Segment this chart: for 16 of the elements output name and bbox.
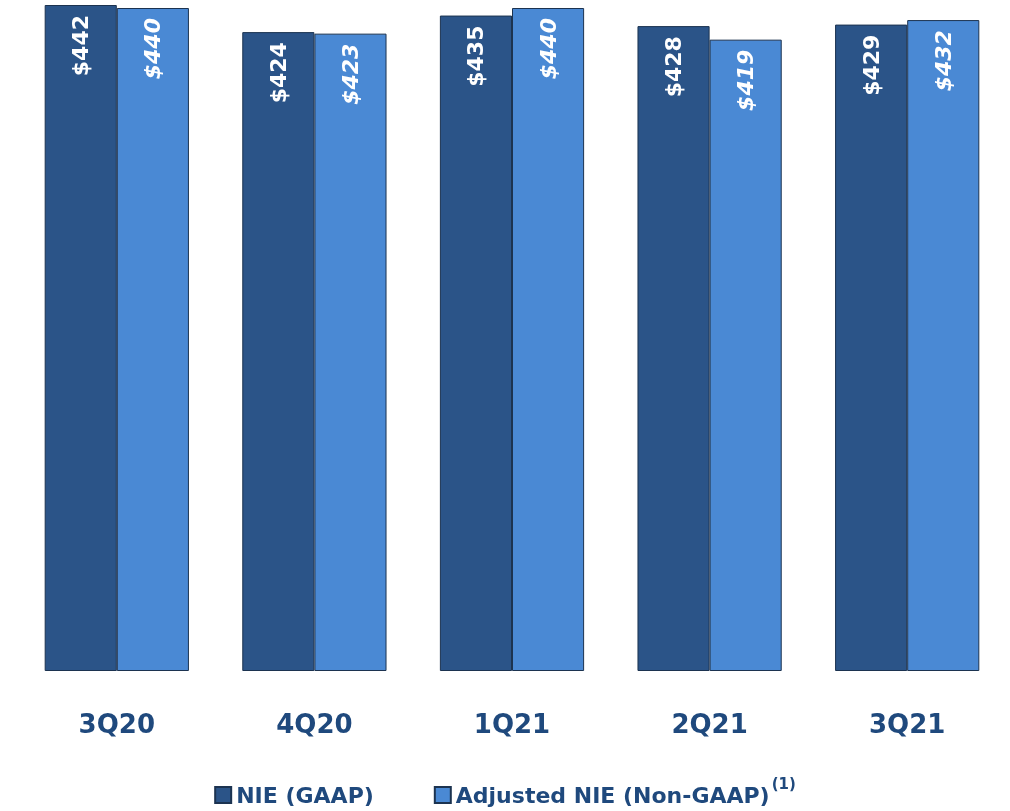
x-tick-label: 3Q21 [869,709,946,739]
data-label: $423 [337,43,363,105]
data-label: $432 [930,30,956,92]
data-label: $428 [661,36,687,98]
x-tick-label: 2Q21 [671,709,748,739]
data-label: $440 [140,18,166,80]
data-label: $442 [68,15,94,77]
x-tick-label: 4Q20 [276,709,353,739]
data-label: $429 [858,34,884,96]
x-tick-label: 1Q21 [473,709,551,739]
data-label: $419 [733,49,759,111]
data-label: $424 [265,42,291,104]
x-tick-label: 3Q20 [78,709,155,739]
data-label: $440 [535,18,561,80]
data-label: $435 [463,25,489,87]
legend-label: NIE (GAAP) [236,782,374,808]
